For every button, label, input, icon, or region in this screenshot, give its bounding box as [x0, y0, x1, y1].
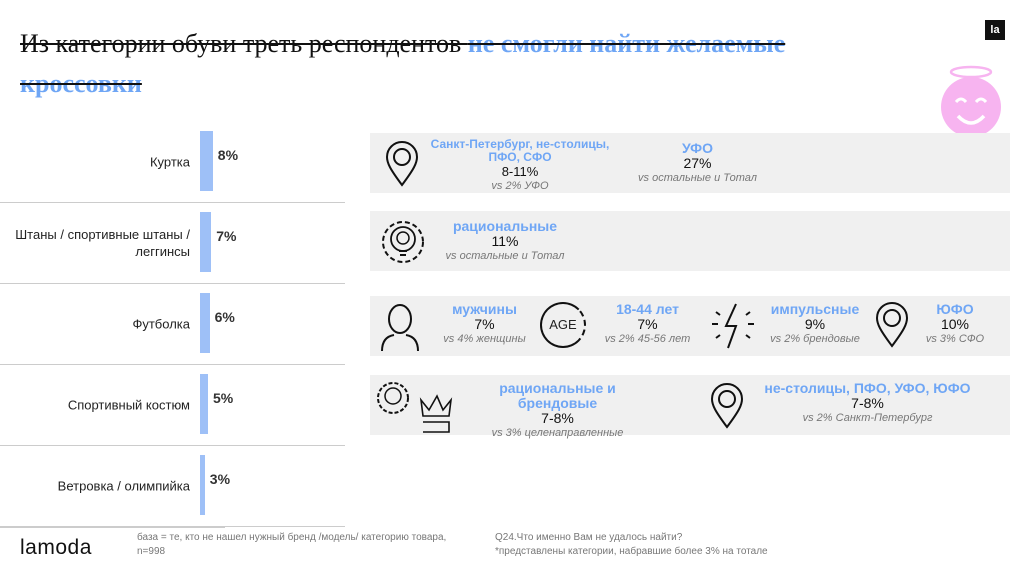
bar	[200, 455, 205, 515]
insight-pct: 8-11%	[501, 164, 539, 179]
lightbulb-gear-icon	[382, 221, 424, 263]
insight-cmp: vs 2% УФО	[491, 180, 549, 192]
insight-head: мужчины	[452, 301, 517, 317]
insight-pct: 7-8%	[851, 395, 884, 411]
bar-label: Спортивный костюм	[67, 397, 190, 412]
insight-pct: 10%	[940, 316, 970, 332]
insight-cmp: vs 3% СФО	[925, 333, 985, 345]
insight-cmp: vs 2% брендовые	[770, 333, 860, 345]
insight-cmp: vs 4% женщины	[443, 333, 526, 345]
insight-cell: Санкт-Петербург, не-столицы, ПФО, СФО 8-1…	[425, 138, 615, 194]
question-note: Q24.Что именно Вам не удалось найти? *пре…	[495, 531, 768, 559]
insight-pct: 7%	[474, 316, 495, 332]
bar	[200, 212, 212, 272]
bar-row: Футболка 6%	[0, 283, 345, 365]
lightning-icon	[712, 303, 754, 349]
insight-head: УФО	[681, 140, 713, 156]
bar-value-label: 6%	[214, 309, 235, 325]
insight-cell: не-столицы, ПФО, УФО, ЮФО 7-8% vs 2% Санкт…	[750, 381, 985, 426]
bar-value-label: 5%	[213, 390, 234, 406]
map-pin-icon	[875, 302, 909, 348]
bar-value-label: 8%	[217, 147, 239, 163]
insight-cell: мужчины 7% vs 4% женщины	[432, 302, 537, 347]
map-pin-icon	[385, 141, 419, 187]
insight-panel-attitude: рациональные 11% vs остальные и Тотал	[370, 211, 1010, 271]
bar	[200, 293, 210, 353]
age-icon: AGE	[540, 302, 586, 348]
footer-divider	[0, 527, 225, 528]
insight-cell: УФО 27% vs остальные и Тотал	[620, 141, 775, 186]
insight-cell: импульсные 9% vs 2% брендовые	[760, 302, 870, 347]
lightbulb-gear-crown-icon	[377, 382, 453, 433]
insight-cmp: vs 2% 45-56 лет	[604, 333, 691, 345]
bar-row: Куртка 8%	[0, 121, 345, 203]
page-title: Из категории обуви треть респондентов не…	[20, 24, 880, 104]
insight-head: рациональные	[452, 218, 558, 234]
insight-pct: 7-8%	[541, 410, 574, 426]
insight-cmp: vs 2% Санкт-Петербург	[802, 412, 933, 424]
insight-cell: ЮФО 10% vs 3% СФО	[910, 302, 1000, 347]
insight-cmp: vs остальные и Тотал	[445, 250, 565, 262]
insight-head: импульсные	[770, 301, 860, 317]
bar-row: Спортивный костюм 5%	[0, 364, 345, 446]
insight-panel-region: Санкт-Петербург, не-столицы, ПФО, СФО 8-1…	[370, 133, 1010, 193]
insight-pct: 7%	[637, 316, 658, 332]
lamoda-badge: la	[985, 20, 1005, 40]
bar	[200, 374, 208, 434]
insight-cmp: vs остальные и Тотал	[638, 172, 757, 184]
map-pin-icon	[710, 383, 744, 429]
bar-value-label: 7%	[216, 228, 237, 244]
bar-row: Ветровка / олимпийка 3%	[0, 445, 345, 527]
insight-pct: 11%	[491, 233, 519, 249]
insight-head: ЮФО	[936, 301, 974, 317]
insight-cmp: vs 3% целенаправленные	[491, 427, 624, 439]
bar-row: Штаны / спортивные штаны / леггинсы 7%	[0, 202, 345, 284]
insight-head: не-столицы, ПФО, УФО, ЮФО	[764, 380, 971, 396]
insight-cell: 18-44 лет 7% vs 2% 45-56 лет	[590, 302, 705, 347]
title-part: Из категории обуви треть респондентов	[20, 29, 468, 58]
title-highlight: не смогли найти желаемые кроссовки	[20, 29, 786, 98]
bar-label: Ветровка / олимпийка	[57, 478, 190, 493]
bar-label: Футболка	[132, 316, 190, 331]
insight-cell: рациональные 11% vs остальные и Тотал	[435, 219, 575, 264]
angel-smiley-icon	[941, 65, 1001, 137]
insight-head: рациональные и брендовые	[499, 380, 616, 411]
lamoda-logo: lamoda	[20, 536, 92, 559]
question-text: Q24.Что именно Вам не удалось найти?	[495, 532, 683, 543]
bar-value-label: 3%	[209, 471, 231, 487]
insight-pct: 9%	[804, 316, 826, 332]
insight-cell: рациональные и брендовые 7-8% vs 3% целена…	[460, 381, 655, 441]
threshold-note: *представлены категории, набравшие более…	[495, 546, 768, 557]
bar-label: Штаны / спортивные штаны / леггинсы	[15, 226, 190, 259]
bar	[200, 131, 213, 191]
insight-head: Санкт-Петербург, не-столицы, ПФО, СФО	[430, 137, 610, 164]
insight-panel-demographics: мужчины 7% vs 4% женщины AGE 18-44 лет 7% vs…	[370, 296, 1010, 356]
base-note: база = те, кто не нашел нужный бренд /мо…	[137, 532, 447, 557]
insight-head: 18-44 лет	[616, 301, 679, 317]
insight-pct: 27%	[683, 155, 712, 171]
bar-label: Куртка	[149, 154, 190, 169]
person-icon	[381, 304, 419, 351]
insight-panel-combined: рациональные и брендовые 7-8% vs 3% целена…	[370, 375, 1010, 439]
